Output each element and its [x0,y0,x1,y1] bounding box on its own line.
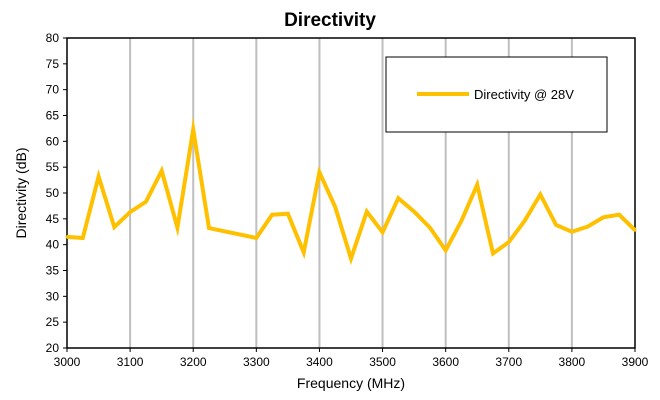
x-tick-label: 3800 [559,355,586,369]
data-point [317,170,321,174]
y-tick-label: 70 [46,83,60,97]
data-point [444,248,448,252]
legend-label-directivity: Directivity @ 28V [474,87,574,102]
data-point [554,223,558,227]
data-point [97,175,101,178]
data-point [586,225,590,229]
x-tick-label: 3500 [369,355,396,369]
y-tick-label: 50 [46,186,60,200]
y-tick-label: 35 [46,264,60,278]
x-tick-label: 3000 [54,355,81,369]
x-tick-label: 3700 [495,355,522,369]
x-tick-label: 3400 [306,355,333,369]
data-point [160,169,164,173]
data-point [396,196,400,200]
x-axis-label: Frequency (MHz) [297,375,405,391]
data-point [144,200,148,204]
data-point [633,228,637,232]
data-point [491,252,495,255]
data-point [523,219,527,223]
y-tick-label: 30 [46,289,60,303]
data-point [81,236,85,240]
x-tick-label: 3200 [180,355,207,369]
data-point [507,240,511,244]
y-tick-label: 40 [46,238,60,252]
x-tick-label: 3900 [622,355,649,369]
data-point [428,226,432,230]
chart-title: Directivity [284,10,376,31]
data-point [601,215,605,219]
y-tick-label: 55 [46,160,60,174]
y-tick-label: 25 [46,315,60,329]
y-tick-label: 20 [46,341,60,355]
y-axis: 20 25 30 35 40 45 50 55 60 65 70 75 80 [46,31,67,355]
data-point [112,225,116,229]
y-axis-label: Directivity (dB) [13,147,29,238]
data-point [191,128,195,131]
series-line-0 [66,116,637,266]
data-point [128,210,132,214]
data-point [254,236,258,240]
x-tick-label: 3600 [432,355,459,369]
data-point [333,205,337,209]
data-point [286,212,290,216]
legend: Directivity @ 28V [385,56,608,133]
series-layer [65,116,637,266]
data-point [349,257,353,261]
x-tick-label: 3100 [117,355,144,369]
data-point [570,230,574,234]
y-tick-label: 60 [46,134,60,148]
data-point [538,193,542,196]
y-tick-label: 45 [46,212,60,226]
x-axis: 3000 3100 3200 3300 3400 3500 3600 3700 3800 3900 [54,348,649,369]
data-point [617,213,621,217]
y-tick-label: 65 [46,109,60,123]
data-point [175,226,179,230]
data-point [381,230,385,234]
data-point [412,210,416,214]
data-point [65,235,69,239]
x-tick-label: 3300 [243,355,270,369]
data-point [270,213,274,217]
data-point [207,226,211,230]
data-point [365,210,369,214]
y-tick-label: 75 [46,57,60,71]
data-point [459,219,463,223]
y-tick-label: 80 [46,31,60,45]
data-point [302,250,306,254]
data-point [475,183,479,187]
